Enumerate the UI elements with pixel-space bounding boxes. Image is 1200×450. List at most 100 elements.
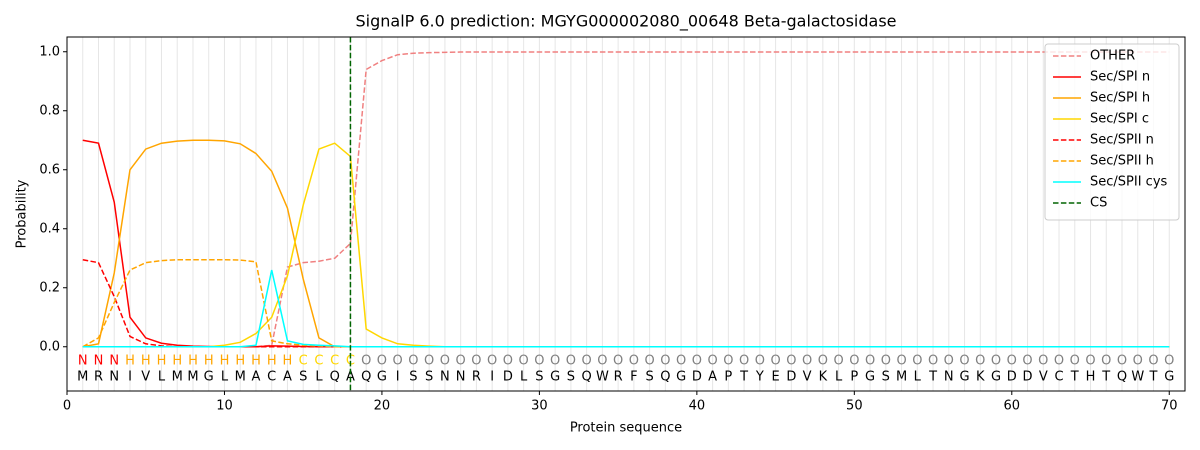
sequence-residue: G [550, 370, 560, 385]
residue-label: O [424, 354, 434, 369]
residue-label: O [361, 354, 371, 369]
residue-label: C [314, 354, 323, 369]
sequence-residue: N [456, 370, 466, 385]
x-tick-label: 50 [846, 399, 863, 414]
residue-label: O [1022, 354, 1032, 369]
sequence-residue: H [1086, 370, 1096, 385]
residue-label: O [786, 354, 796, 369]
sequence-residue: L [158, 370, 166, 385]
sequence-residue: C [1054, 370, 1063, 385]
sequence-residue: Q [1117, 370, 1127, 385]
residue-label: O [833, 354, 843, 369]
y-tick-label: 0.0 [39, 339, 60, 354]
sequence-residue: S [645, 370, 653, 385]
residue-label: O [896, 354, 906, 369]
residue-label: O [1148, 354, 1158, 369]
legend-label: Sec/SPI n [1090, 70, 1150, 85]
sequence-residue: T [739, 370, 748, 385]
sequence-residue: Q [582, 370, 592, 385]
residue-label: O [613, 354, 623, 369]
sequence-residue: D [692, 370, 702, 385]
sequence-residue: I [128, 370, 132, 385]
legend-label: OTHER [1090, 49, 1135, 64]
residue-label: O [393, 354, 403, 369]
residue-label: O [456, 354, 466, 369]
sequence-residue: G [1164, 370, 1174, 385]
sequence-residue: N [944, 370, 954, 385]
x-tick-label: 20 [374, 399, 391, 414]
residue-label: O [1164, 354, 1174, 369]
sequence-residue: M [235, 370, 246, 385]
sequence-residue: V [141, 370, 150, 385]
plot-frame [66, 36, 1186, 392]
sequence-residue: G [865, 370, 875, 385]
residue-label: O [928, 354, 938, 369]
x-tick-label: 60 [1004, 399, 1021, 414]
legend-box [1044, 43, 1180, 221]
sequence-residue: A [252, 370, 261, 385]
sequence-residue: S [425, 370, 433, 385]
residue-label: H [157, 354, 167, 369]
sequence-residue: P [724, 370, 732, 385]
residue-label: O [692, 354, 702, 369]
residue-label: O [1133, 354, 1143, 369]
legend-label: Sec/SPI c [1090, 112, 1149, 127]
series-line [82, 258, 1170, 348]
sequence-residue: E [771, 370, 779, 385]
residue-label: H [251, 354, 261, 369]
sequence-residue: S [882, 370, 890, 385]
residue-label: O [1038, 354, 1048, 369]
x-tick-label: 0 [63, 399, 71, 414]
residue-label: O [755, 354, 765, 369]
residue-label: O [645, 354, 655, 369]
sequence-residue: L [835, 370, 843, 385]
x-axis-label: Protein sequence [570, 421, 682, 436]
residue-label: O [660, 354, 670, 369]
y-axis-label: Probability [15, 179, 30, 248]
residue-label: O [377, 354, 387, 369]
residue-label: H [141, 354, 151, 369]
series-line [82, 269, 1170, 348]
sequence-residue: S [299, 370, 307, 385]
sequence-residue: M [77, 370, 88, 385]
residue-label: O [944, 354, 954, 369]
x-tick-label: 70 [1161, 399, 1178, 414]
sequence-residue: D [1023, 370, 1033, 385]
residue-label: O [849, 354, 859, 369]
residue-label: O [519, 354, 529, 369]
residue-label: O [471, 354, 481, 369]
sequence-residue: D [503, 370, 513, 385]
residue-label: O [865, 354, 875, 369]
residue-label: O [1007, 354, 1017, 369]
sequence-residue: G [991, 370, 1001, 385]
sequence-residue: L [914, 370, 922, 385]
residue-label: O [550, 354, 560, 369]
residue-label: O [566, 354, 576, 369]
residue-label: H [172, 354, 182, 369]
sequence-residue: T [1070, 370, 1079, 385]
residue-label: O [1054, 354, 1064, 369]
y-tick-label: 1.0 [39, 44, 60, 59]
residue-label: O [503, 354, 513, 369]
residue-label: O [487, 354, 497, 369]
sequence-residue: N [440, 370, 450, 385]
sequence-residue: D [786, 370, 796, 385]
x-tick-label: 10 [216, 399, 233, 414]
sequence-residue: V [1039, 370, 1048, 385]
residue-label: O [582, 354, 592, 369]
x-tick-label: 40 [689, 399, 706, 414]
residue-label: O [676, 354, 686, 369]
sequence-residue: L [221, 370, 229, 385]
sequence-residue: V [803, 370, 812, 385]
y-tick-label: 0.4 [39, 221, 60, 236]
sequence-residue: G [204, 370, 214, 385]
sequence-residue: Y [755, 370, 764, 385]
residue-label: O [723, 354, 733, 369]
sequence-residue: C [267, 370, 276, 385]
sequence-residue: D [1007, 370, 1017, 385]
residue-label: O [1117, 354, 1127, 369]
sequence-residue: S [409, 370, 417, 385]
residue-label: O [818, 354, 828, 369]
legend-label: Sec/SPII cys [1090, 175, 1168, 190]
